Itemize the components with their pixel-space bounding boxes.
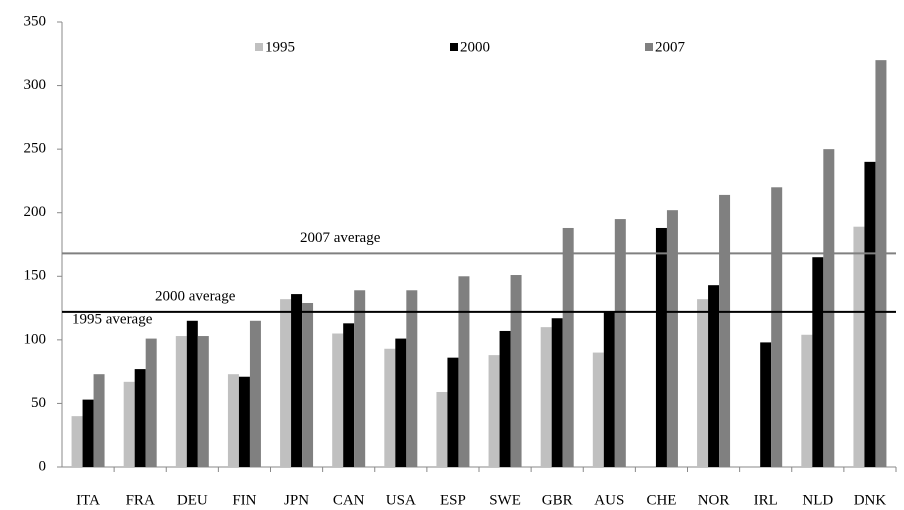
bar [540, 327, 552, 467]
x-tick-label: CAN [333, 492, 365, 508]
legend-label: 2007 [655, 39, 686, 55]
bar [562, 227, 574, 467]
x-tick-label: SWE [489, 492, 521, 508]
y-tick-label: 50 [31, 395, 46, 411]
x-tick-label: DNK [854, 492, 887, 508]
bar [395, 338, 407, 467]
bar [510, 275, 522, 467]
bar [123, 381, 135, 467]
bar [760, 342, 772, 467]
y-tick-label: 350 [24, 13, 47, 29]
x-tick-label: FIN [232, 492, 256, 508]
bar [592, 352, 604, 467]
legend-label: 2000 [460, 39, 490, 55]
bar [666, 210, 678, 467]
x-tick-label: NLD [802, 492, 833, 508]
x-tick-label: FRA [126, 492, 155, 508]
bar [771, 187, 783, 468]
bar [406, 290, 418, 467]
bar [875, 60, 887, 468]
bar [280, 299, 292, 467]
x-tick-label: JPN [284, 492, 309, 508]
x-tick-label: ITA [76, 492, 100, 508]
bar [655, 227, 667, 467]
bar [238, 376, 250, 467]
bar [436, 391, 448, 467]
bar [801, 334, 813, 467]
bar [134, 369, 146, 467]
y-tick-label: 100 [24, 331, 47, 347]
bar [812, 257, 824, 467]
bar [697, 299, 709, 467]
y-tick-label: 0 [39, 458, 47, 474]
x-tick-label: GBR [542, 492, 573, 508]
bar [354, 290, 366, 467]
bar [603, 311, 615, 467]
bar [227, 374, 239, 467]
bar [175, 336, 187, 467]
reference-label: 2007 average [300, 230, 381, 246]
legend-label: 1995 [265, 39, 295, 55]
bar [186, 320, 198, 467]
x-tick-label: USA [386, 492, 416, 508]
reference-label: 2000 average [155, 288, 236, 304]
bar [93, 374, 105, 467]
bar [249, 320, 261, 467]
x-tick-label: DEU [177, 492, 208, 508]
bar [145, 338, 157, 467]
bar [708, 285, 720, 467]
bar [614, 219, 626, 467]
y-tick-label: 250 [24, 141, 47, 157]
bar [332, 333, 344, 467]
legend-swatch [645, 43, 653, 51]
bar [488, 355, 500, 467]
bar [719, 194, 731, 467]
x-tick-label: NOR [698, 492, 730, 508]
bar [499, 330, 511, 467]
reference-label: 1995 average [72, 312, 153, 328]
bar [447, 357, 459, 467]
bar [302, 302, 314, 467]
bar [343, 323, 355, 467]
bar [82, 399, 94, 467]
x-tick-label: IRL [754, 492, 778, 508]
bar [864, 161, 876, 467]
bar [823, 149, 835, 467]
bar [853, 226, 865, 467]
bar [458, 276, 470, 467]
legend-swatch [255, 43, 263, 51]
bar [197, 336, 209, 467]
bar [551, 318, 563, 467]
x-tick-label: AUS [594, 492, 624, 508]
y-tick-label: 150 [24, 268, 47, 284]
legend-swatch [450, 43, 458, 51]
x-tick-label: CHE [646, 492, 676, 508]
y-tick-label: 300 [24, 77, 47, 93]
x-tick-label: ESP [440, 492, 466, 508]
bar [384, 348, 396, 467]
bar [71, 416, 83, 467]
y-tick-label: 200 [24, 204, 47, 220]
bar [291, 294, 303, 467]
